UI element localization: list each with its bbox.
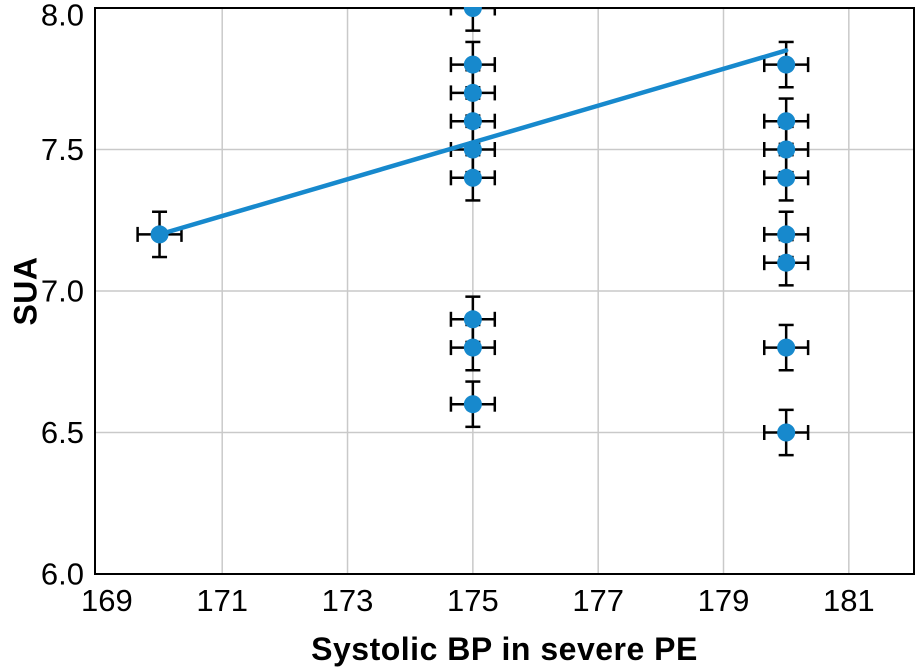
plot-border [94,7,915,575]
x-axis-title: Systolic BP in severe PE [311,631,698,667]
data-point [150,225,169,244]
x-tick-label: 181 [823,583,875,618]
data-point [777,225,796,244]
y-axis-title: SUA [7,256,44,326]
x-tick-labels: 169 171 173 175 177 179 181 [81,583,875,618]
data-layer [136,7,810,457]
data-point [777,112,796,131]
data-point [777,55,796,74]
data-point [777,338,796,357]
data-point [463,55,482,74]
x-tick-label: 175 [447,583,499,618]
data-point [463,83,482,102]
x-tick-label: 171 [196,583,248,618]
data-point [463,112,482,131]
y-tick-label: 7.5 [41,132,84,167]
y-tick-label: 7.0 [41,274,84,309]
data-point [463,310,482,329]
data-point [463,395,482,414]
y-tick-labels: 8.0 7.5 7.0 6.5 6.0 [41,0,84,592]
data-point [777,168,796,187]
data-points [150,7,796,442]
y-tick-label: 8.0 [41,0,84,33]
x-tick-label: 177 [572,583,624,618]
data-point [463,168,482,187]
grid-lines [95,8,914,574]
data-point [777,253,796,272]
data-point [463,338,482,357]
x-tick-label: 179 [698,583,750,618]
data-point [463,7,482,17]
data-point [463,140,482,159]
data-point [777,423,796,442]
data-point [777,140,796,159]
x-tick-label: 173 [322,583,374,618]
x-tick-label: 169 [81,583,133,618]
y-tick-label: 6.5 [41,415,84,450]
y-tick-label: 6.0 [41,557,84,592]
